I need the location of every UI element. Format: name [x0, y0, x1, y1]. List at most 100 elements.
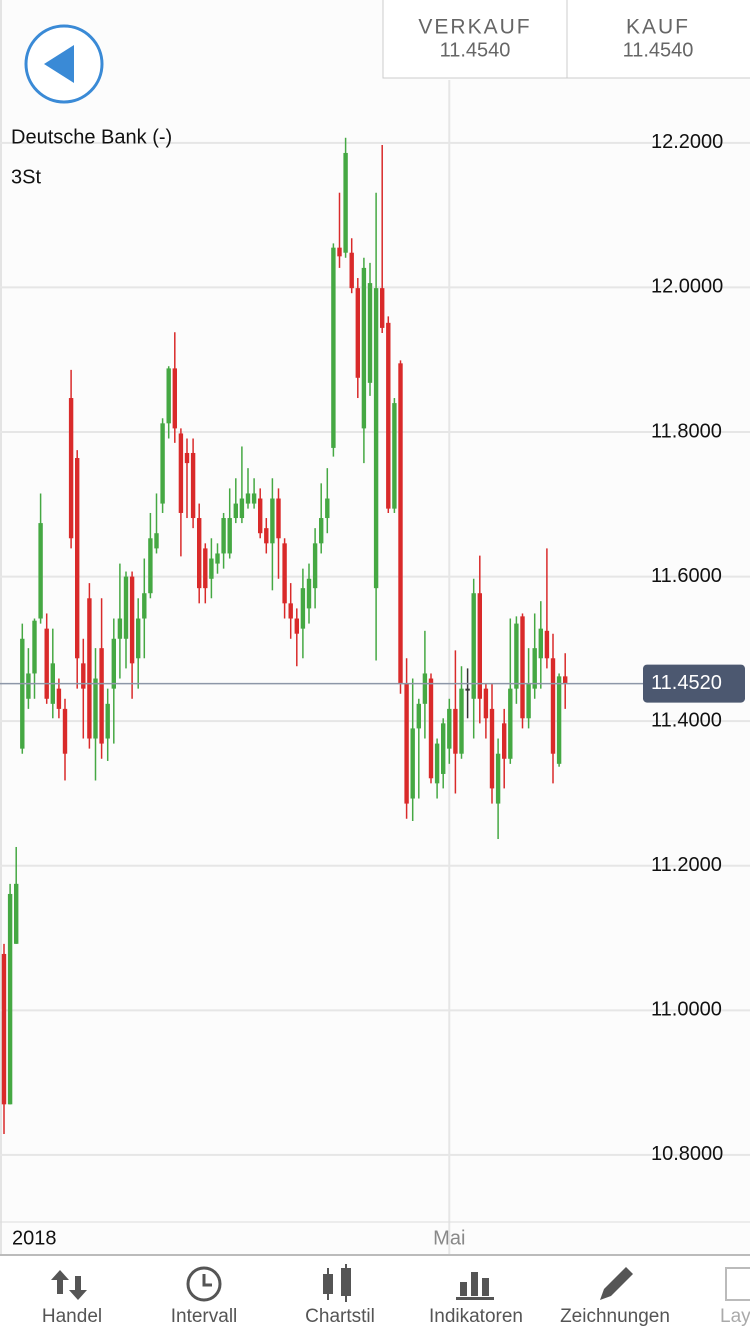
candle-body — [215, 553, 220, 564]
candle-body — [20, 638, 25, 749]
tab-label: Chartstil — [305, 1306, 375, 1327]
tab-icon — [460, 1282, 467, 1296]
last-price-box — [643, 664, 745, 703]
y-tick-label: 11.8000 — [651, 420, 722, 442]
y-tick-label: 11.6000 — [651, 565, 722, 587]
candle-body — [123, 576, 129, 639]
candle-body — [343, 152, 348, 253]
candle-body — [239, 498, 245, 519]
candle-body — [380, 288, 385, 328]
candle-body — [367, 283, 373, 383]
buy-label: KAUF — [626, 16, 690, 39]
candle-body — [160, 423, 165, 504]
candle-body — [483, 688, 489, 719]
tab-icon — [471, 1272, 478, 1296]
candle-body — [184, 452, 190, 464]
candle-body — [227, 518, 232, 554]
tab-icon — [482, 1278, 489, 1296]
candle-body — [459, 688, 464, 754]
candle-body — [502, 723, 507, 759]
sell-button[interactable]: VERKAUF 11.4540 — [382, 0, 568, 79]
candle-body — [117, 618, 123, 639]
sell-label: VERKAUF — [418, 16, 531, 39]
candle-body — [294, 618, 299, 634]
candle-body — [465, 688, 470, 691]
tab-icon-hands — [202, 1274, 212, 1287]
tab-label: Intervall — [171, 1306, 238, 1327]
candle-body — [563, 676, 568, 684]
candle-body — [203, 548, 208, 589]
candle-body — [178, 433, 184, 513]
candle-body — [251, 493, 257, 504]
candle-body — [495, 753, 501, 804]
candle-body — [508, 688, 513, 759]
candle-body — [337, 247, 342, 257]
tab-icon — [186, 1266, 222, 1302]
candle-body — [386, 322, 391, 509]
tab-chartstil[interactable]: Chartstil — [305, 1264, 375, 1327]
candle-body — [331, 247, 336, 448]
candle-body — [361, 267, 367, 429]
buy-price: 11.4540 — [623, 39, 694, 61]
candle-body — [7, 893, 13, 1105]
candle-body — [373, 288, 379, 589]
candle-body — [26, 673, 31, 699]
candle-body — [282, 543, 287, 604]
candle-body — [166, 368, 171, 424]
candle-body — [404, 683, 409, 804]
candle-body — [221, 518, 226, 554]
back-button[interactable] — [24, 24, 104, 104]
tab-indikatoren[interactable]: Indikatoren — [429, 1272, 523, 1327]
tab-handel[interactable]: Handel — [42, 1270, 102, 1327]
tab-intervall[interactable]: Intervall — [171, 1266, 238, 1327]
candle-body — [264, 528, 269, 544]
candle-body — [1, 953, 7, 1105]
candle-body — [306, 578, 312, 609]
candle-body — [75, 458, 80, 659]
candle-body — [276, 498, 281, 539]
candle-body — [416, 703, 421, 729]
candle-body — [319, 518, 324, 544]
tab-layout[interactable]: Layout — [720, 1267, 750, 1327]
candle-body — [68, 398, 74, 539]
candle-body — [258, 498, 263, 534]
y-tick-label: 11.4000 — [651, 709, 722, 731]
chart-subtitle: 3St — [11, 166, 41, 188]
y-tick-label: 10.8000 — [651, 1143, 723, 1165]
candle-body — [325, 498, 330, 519]
tab-icon — [456, 1297, 494, 1300]
candle-body — [129, 576, 135, 664]
candle-body — [355, 288, 360, 378]
buy-button[interactable]: KAUF 11.4540 — [566, 0, 750, 79]
y-tick-label: 11.0000 — [651, 999, 722, 1021]
candle-body — [556, 676, 562, 764]
x-tick-label: 2018 — [12, 1227, 57, 1249]
candle-body — [538, 628, 543, 659]
tab-icon — [600, 1267, 633, 1300]
candle-body — [288, 603, 293, 619]
candle-body — [526, 683, 531, 719]
candle-body — [447, 708, 452, 749]
candle-body — [38, 523, 43, 619]
back-arrow — [44, 45, 74, 83]
candle-body — [142, 593, 147, 619]
x-tick-label: Mai — [433, 1227, 465, 1249]
candle-body — [550, 658, 556, 754]
candle-body — [392, 403, 397, 509]
candle-body — [398, 363, 403, 684]
candle-body — [312, 543, 318, 589]
y-tick-label: 12.2000 — [651, 131, 723, 153]
candle-body — [154, 533, 159, 549]
chart-title: Deutsche Bank (-) — [11, 126, 172, 148]
candle-body — [453, 708, 458, 754]
tab-label: Zeichnungen — [560, 1306, 670, 1327]
candle-body — [441, 723, 446, 774]
tab-icon — [725, 1267, 750, 1301]
candle-body — [172, 368, 177, 429]
tab-zeichnungen[interactable]: Zeichnungen — [560, 1267, 670, 1327]
candle-body — [477, 593, 482, 699]
candle-body — [514, 623, 519, 689]
buy-box — [566, 0, 750, 79]
candle-body — [32, 620, 37, 674]
candle-body — [99, 648, 104, 744]
